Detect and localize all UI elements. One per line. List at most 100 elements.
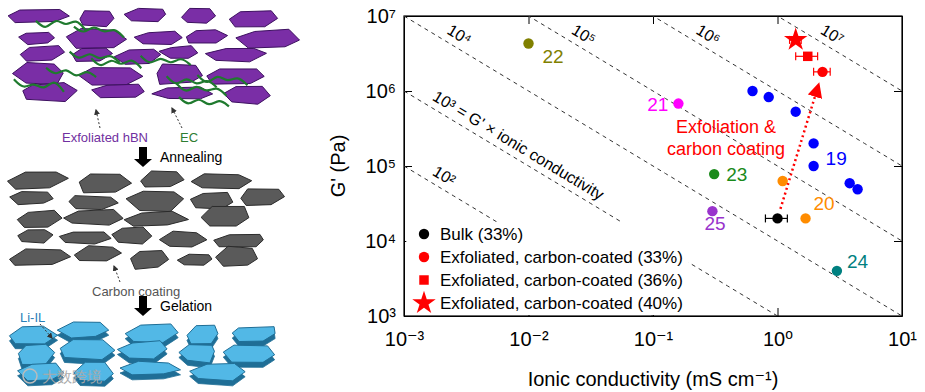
flake: [18, 344, 54, 364]
point-label: 20: [814, 193, 835, 214]
tick: [894, 241, 902, 242]
tick-mark: [894, 166, 902, 167]
schematic-label: Annealing: [160, 149, 222, 165]
flake: [236, 29, 300, 48]
data-point: [747, 86, 757, 96]
flake: [79, 68, 143, 85]
ec-chain: [177, 84, 227, 96]
flake: [124, 8, 166, 21]
tick: [894, 91, 902, 92]
flake: [80, 11, 114, 27]
point-label: 24: [847, 251, 869, 272]
tick-label: 10⁰: [763, 328, 793, 350]
iso-line-label: 10⁷: [818, 21, 847, 48]
data-point: [852, 184, 862, 194]
data-point: [808, 138, 818, 148]
tick-label: 10³: [367, 305, 396, 327]
tick-label: 10⁷: [367, 5, 396, 27]
data-point: [709, 169, 719, 179]
flake: [20, 46, 64, 62]
plot-frame: [404, 16, 902, 316]
flake: [179, 345, 215, 363]
schematic: Exfoliated hBNECAnnealingCarbon coatingG…: [7, 8, 299, 386]
legend-item: Bulk (33%): [419, 225, 523, 244]
legend: Bulk (33%) Exfoliated, carbon-coated (33%…: [406, 222, 689, 315]
flake: [74, 246, 121, 261]
ec-chain: [197, 75, 247, 85]
data-point: [523, 38, 533, 48]
flake: [177, 254, 212, 265]
flake: [141, 171, 184, 187]
tick-mark: [894, 241, 902, 242]
flake: [201, 206, 249, 226]
tick-label: 10⁴: [365, 230, 396, 252]
flake: [18, 230, 53, 243]
flake: [120, 361, 181, 375]
legend-background: [406, 222, 689, 315]
legend-item: Exfoliated, carbon-coated (36%): [419, 271, 683, 290]
annotation: carbon coating: [667, 139, 785, 159]
flake: [60, 340, 115, 360]
point-label: 25: [704, 213, 725, 234]
legend-marker: [419, 252, 429, 262]
flake: [191, 174, 251, 189]
flake: [159, 46, 198, 59]
legend-items: Bulk (33%) Exfoliated, carbon-coated (33%…: [412, 225, 683, 313]
point-label: 22: [543, 46, 564, 67]
gel-flakes: [9, 322, 275, 386]
tick: 10⁵: [365, 155, 412, 177]
carbon-flakes: [7, 171, 284, 269]
tick-mark: [653, 16, 654, 24]
tick: 10⁶: [366, 80, 412, 102]
legend-marker: [412, 291, 435, 313]
flake: [8, 10, 69, 23]
legend-label: Exfoliated, carbon-coated (36%): [440, 271, 683, 290]
flake: [125, 324, 178, 343]
flake: [190, 364, 245, 381]
flake: [19, 32, 55, 44]
legend-item: Exfoliated, carbon-coated (33%): [419, 248, 683, 267]
point-label: 23: [726, 164, 747, 185]
page: Exfoliated hBNECAnnealingCarbon coatingG…: [0, 0, 925, 392]
iso-line-label: 10⁵: [569, 21, 599, 48]
schematic-label: Carbon coating: [92, 284, 180, 299]
iso-line-label: 10³ = G' × ionic conductivity: [430, 87, 607, 203]
flake: [59, 232, 111, 244]
data-point: [777, 176, 787, 186]
legend-label: Bulk (33%): [440, 225, 523, 244]
tick-mark: [894, 91, 902, 92]
flake: [223, 345, 274, 362]
ec-chain: [46, 68, 96, 77]
schematic-label: Li-IL: [20, 310, 45, 325]
iso-line-label: 10⁴: [444, 21, 474, 48]
label-pointer: [96, 110, 100, 128]
flake: [9, 326, 57, 344]
tick-label: 10⁶: [366, 80, 396, 102]
iso-line: [404, 166, 902, 316]
schematic-label: EC: [180, 130, 198, 145]
flake: [57, 322, 108, 338]
flake: [10, 249, 71, 265]
figure: Exfoliated hBNECAnnealingCarbon coatingG…: [0, 0, 925, 392]
flake: [229, 11, 277, 27]
tick-label: 10⁻²: [509, 328, 549, 350]
error-bar-cap: [830, 68, 831, 76]
annotation: Exfoliation &: [676, 117, 776, 137]
label-pointer: [40, 324, 52, 338]
tick-label: 10⁵: [365, 155, 396, 177]
data-point: [790, 106, 800, 116]
data-point: [784, 28, 807, 50]
legend-label: Exfoliated, carbon-coated (33%): [440, 248, 683, 267]
schematic-label: Gelation: [160, 298, 212, 314]
label-pointer: [172, 108, 182, 128]
ec-chain: [74, 27, 124, 38]
watermark-icon: [23, 369, 37, 383]
point-label: 21: [647, 94, 668, 115]
tick-mark: [778, 16, 779, 24]
tick: [894, 166, 902, 167]
flake: [7, 172, 68, 189]
flake: [186, 30, 227, 43]
label-pointer: [114, 266, 120, 282]
ec-chain: [179, 97, 229, 106]
data-point: [832, 266, 842, 276]
